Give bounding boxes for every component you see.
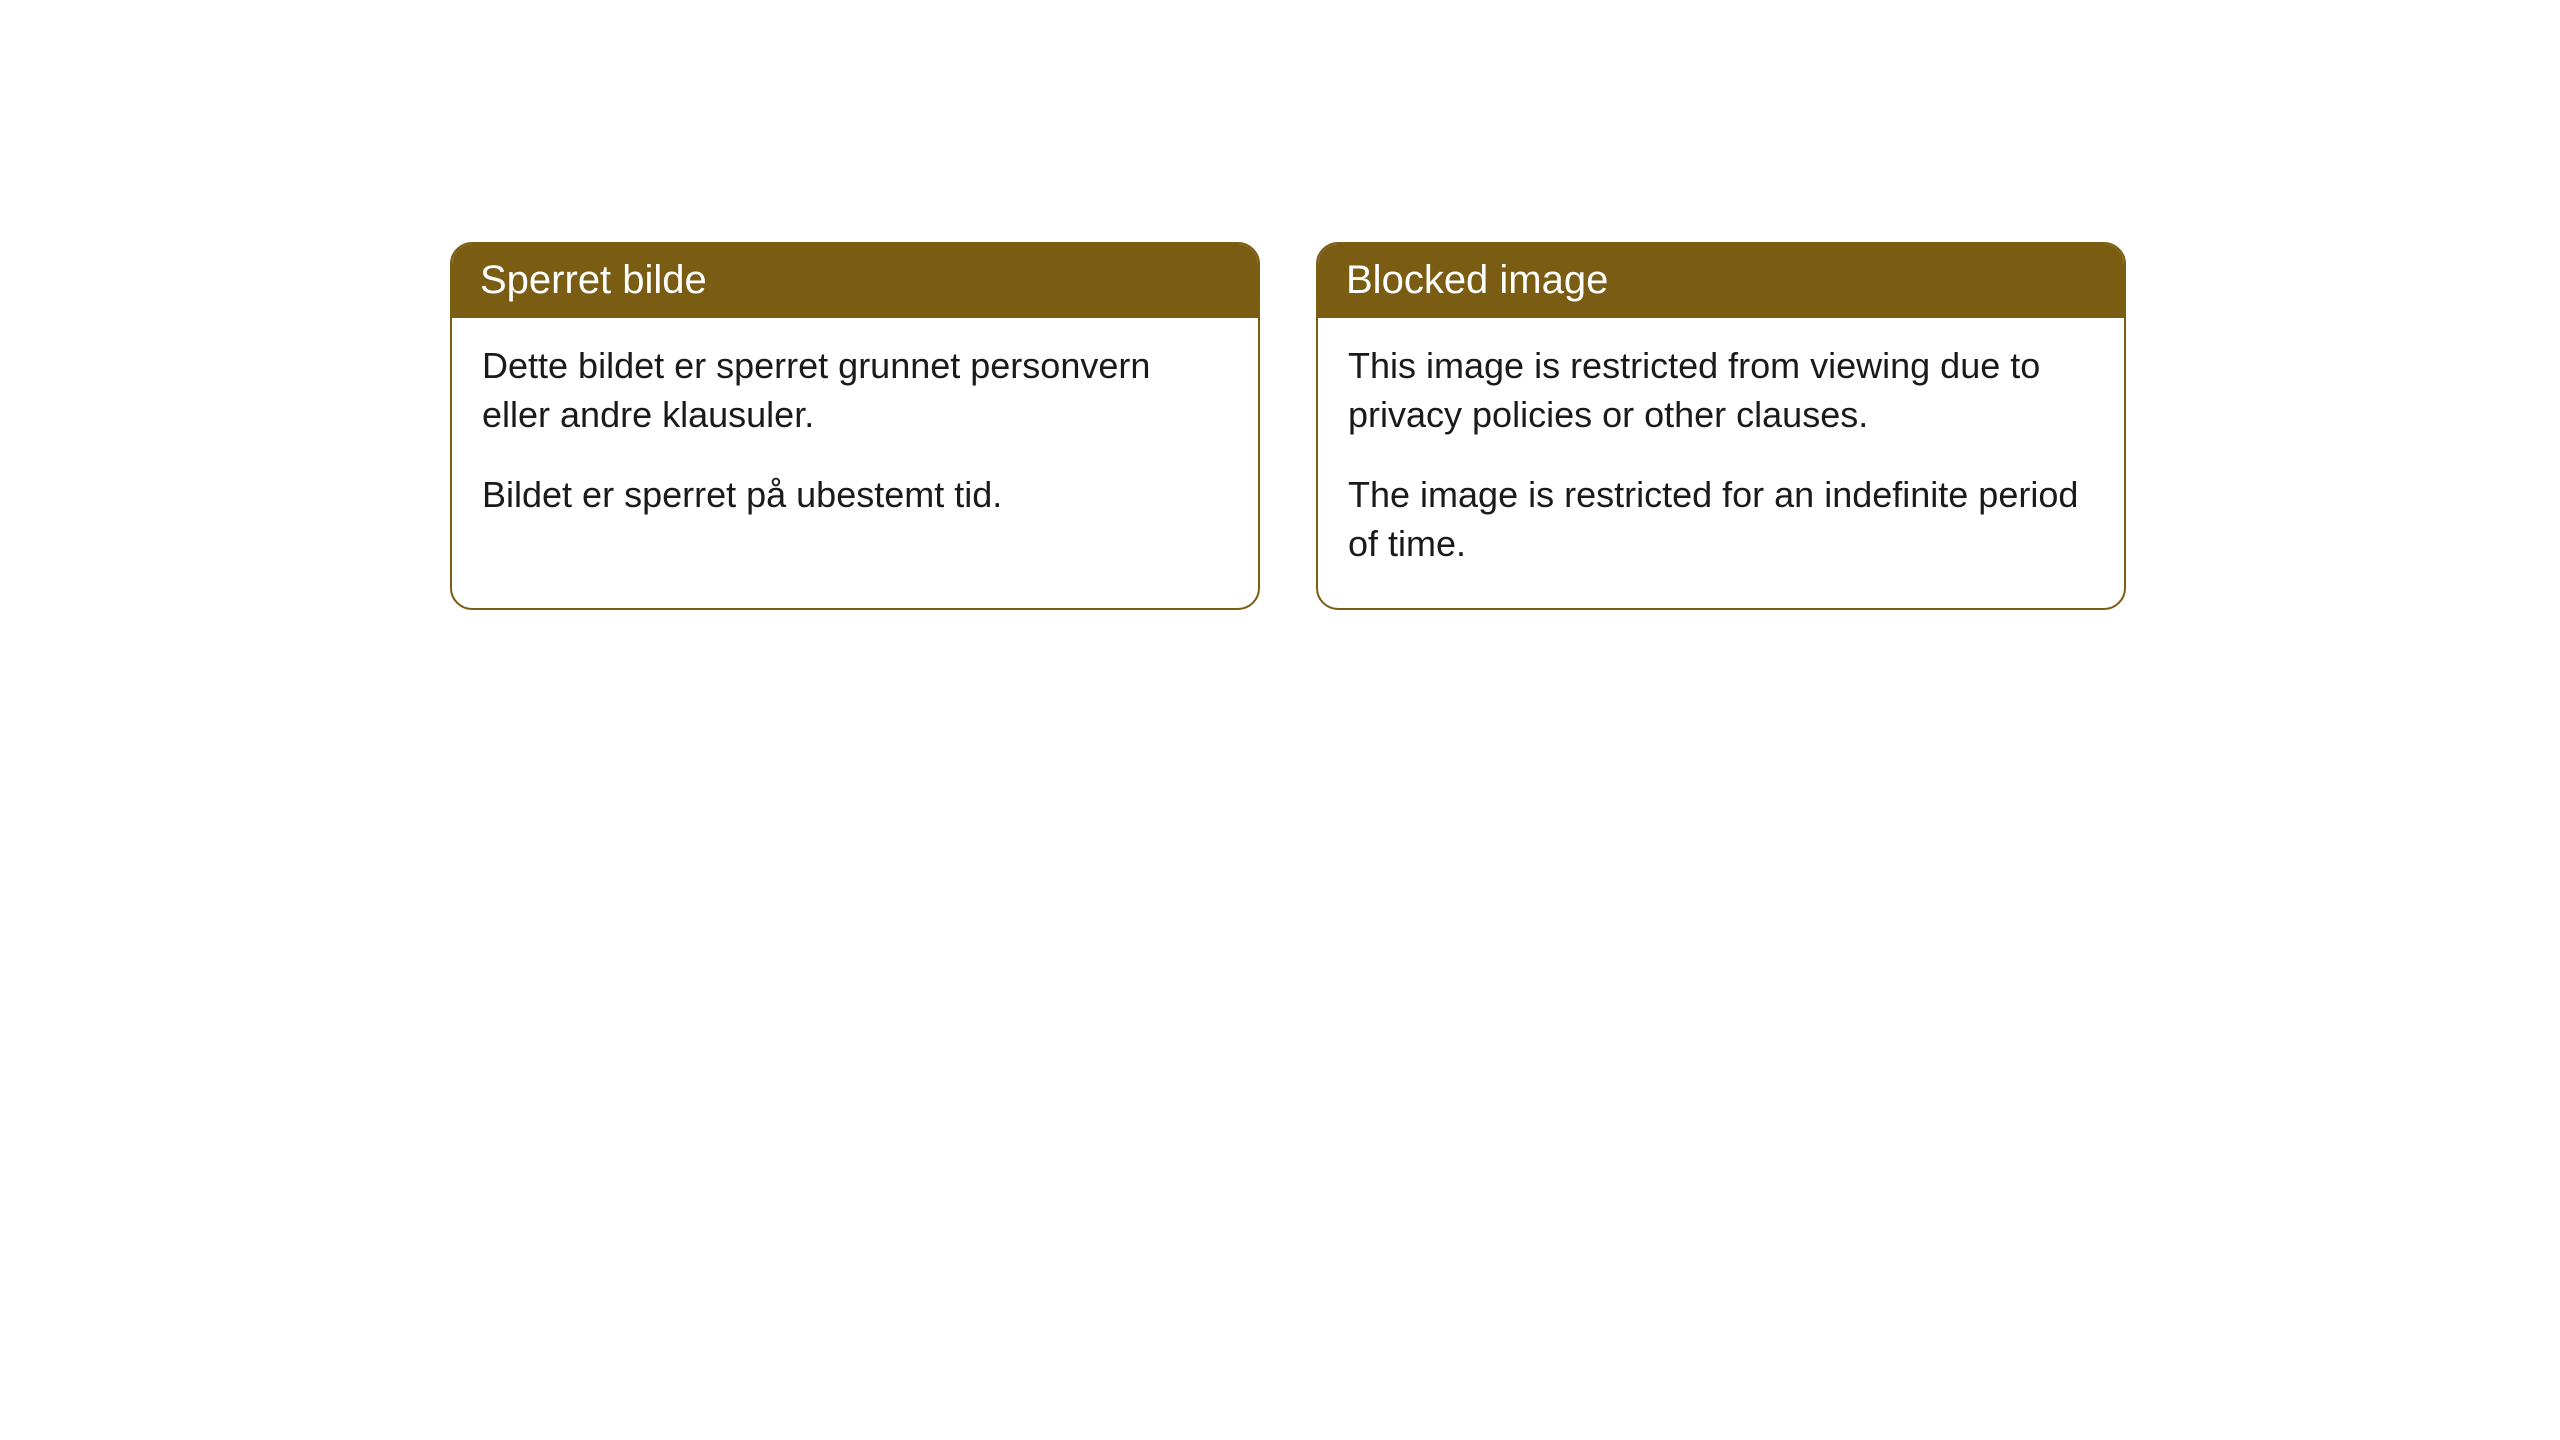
blocked-image-card-no: Sperret bilde Dette bildet er sperret gr… bbox=[450, 242, 1260, 610]
card-paragraph: The image is restricted for an indefinit… bbox=[1348, 471, 2094, 568]
card-body-no: Dette bildet er sperret grunnet personve… bbox=[452, 318, 1258, 560]
card-paragraph: Dette bildet er sperret grunnet personve… bbox=[482, 342, 1228, 439]
card-paragraph: Bildet er sperret på ubestemt tid. bbox=[482, 471, 1228, 520]
card-paragraph: This image is restricted from viewing du… bbox=[1348, 342, 2094, 439]
notice-container: Sperret bilde Dette bildet er sperret gr… bbox=[0, 0, 2560, 610]
card-body-en: This image is restricted from viewing du… bbox=[1318, 318, 2124, 608]
card-header-no: Sperret bilde bbox=[452, 244, 1258, 318]
blocked-image-card-en: Blocked image This image is restricted f… bbox=[1316, 242, 2126, 610]
card-header-en: Blocked image bbox=[1318, 244, 2124, 318]
